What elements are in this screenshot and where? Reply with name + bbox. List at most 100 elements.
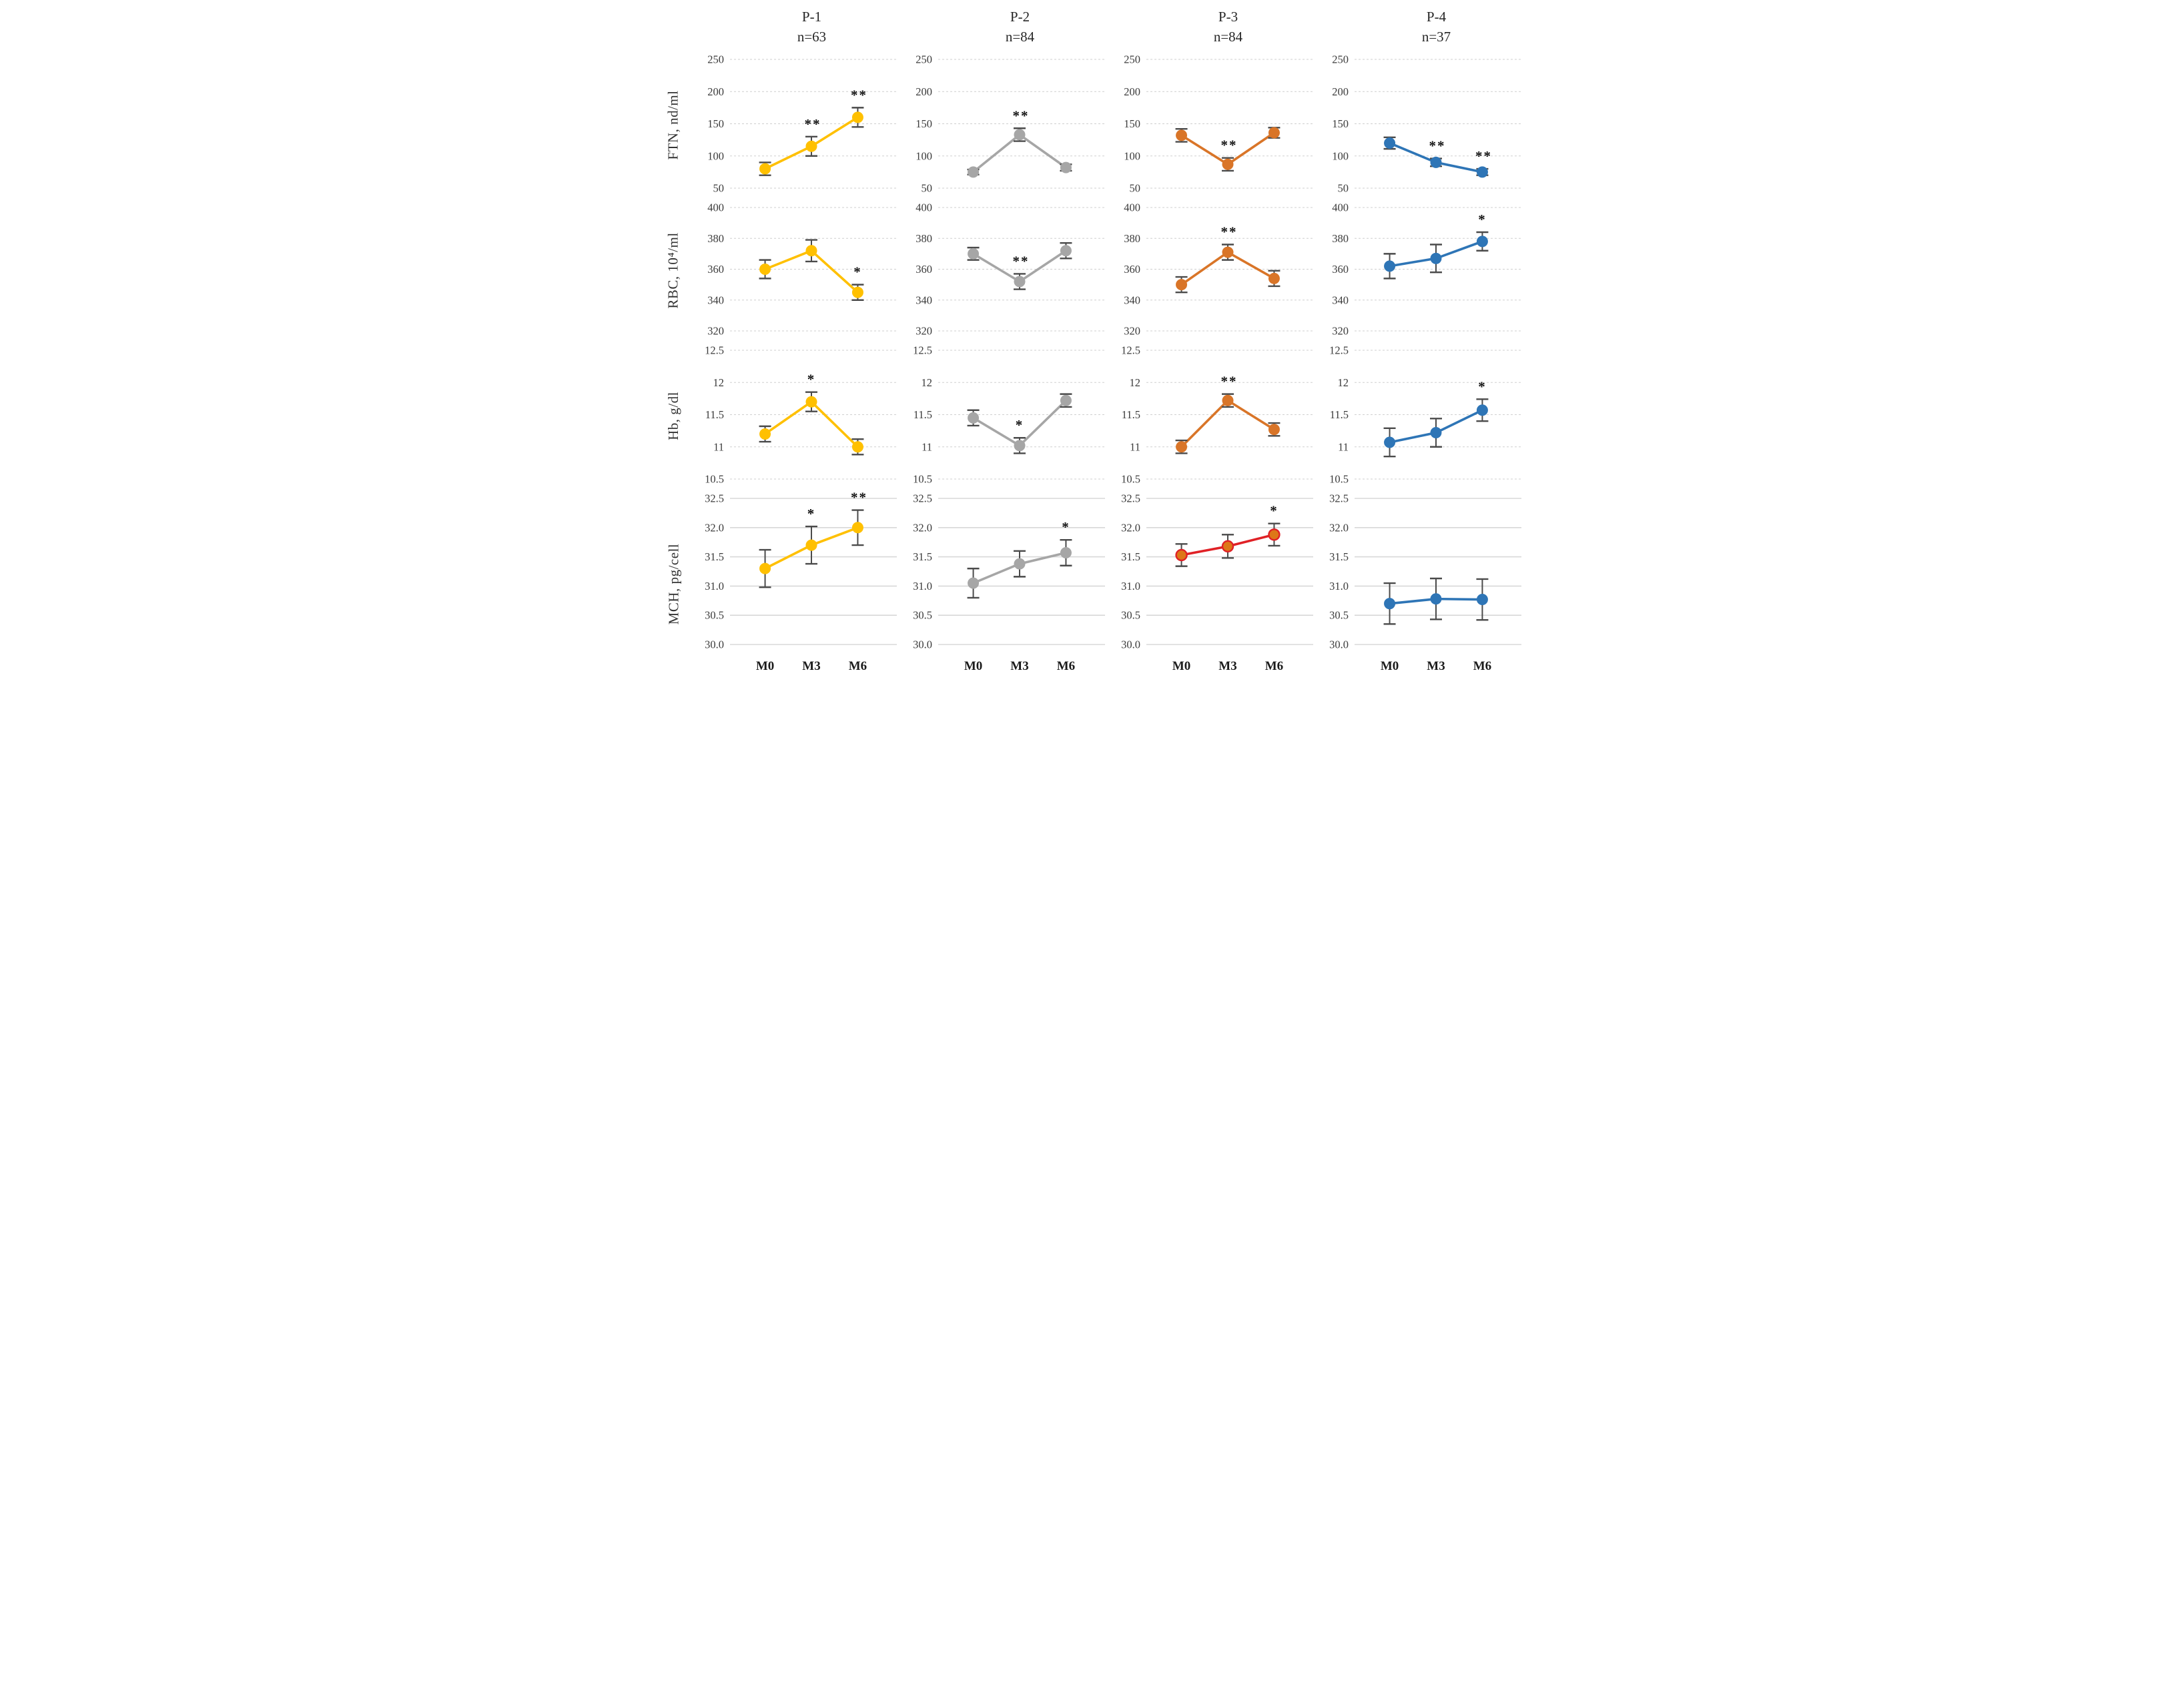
y-tick-label: 10.5 xyxy=(705,473,724,486)
chart-svg: 32.5 32.0 31.5 31.0 30.5 30.0 * M0 M3 M6 xyxy=(913,492,1105,673)
data-point xyxy=(1268,127,1280,139)
data-point xyxy=(1476,166,1488,178)
y-tick-label: 250 xyxy=(1332,53,1349,66)
chart-p1-ftn: 250 200 150 100 50 ** ** xyxy=(693,51,901,199)
y-tick-label: 11 xyxy=(1130,440,1140,453)
y-tick-label: 30.0 xyxy=(1329,639,1349,651)
y-tick-label: 11 xyxy=(1338,440,1349,453)
panel-subtitle: n=37 xyxy=(1421,29,1451,45)
y-tick-label: 340 xyxy=(1124,294,1140,306)
significance-marker: ** xyxy=(1012,107,1029,123)
chart-p3-mch: 32.5 32.0 31.5 31.0 30.5 30.0 * M0 M3 M6 xyxy=(1109,490,1317,678)
y-tick-label: 31.5 xyxy=(1121,550,1140,563)
y-tick-label: 200 xyxy=(916,85,932,98)
data-point xyxy=(805,396,817,408)
row-label-ftn: FTN, nd/ml xyxy=(655,51,693,199)
chart-svg: 400 380 360 340 320 * xyxy=(707,201,897,338)
y-tick-label: 340 xyxy=(707,294,724,306)
y-tick-label: 32.0 xyxy=(1329,521,1349,534)
data-point xyxy=(1060,245,1072,257)
significance-marker: * xyxy=(1478,211,1487,228)
panel-subtitle: n=84 xyxy=(1005,29,1035,45)
y-tick-label: 50 xyxy=(1337,182,1349,195)
y-tick-label: 340 xyxy=(1332,294,1349,306)
y-tick-label: 11.5 xyxy=(1329,408,1348,421)
y-axis-title: FTN, nd/ml xyxy=(665,89,681,160)
y-tick-label: 11 xyxy=(922,440,932,453)
data-point xyxy=(1221,540,1234,553)
y-tick-label: 30.5 xyxy=(1121,609,1140,622)
chart-svg: 32.5 32.0 31.5 31.0 30.5 30.0 * M0 M3 M6 xyxy=(1121,492,1313,673)
y-tick-label: 400 xyxy=(916,201,932,214)
y-tick-label: 32.0 xyxy=(1121,521,1140,534)
chart-svg: 12.5 12 11.5 11 10.5 * xyxy=(913,344,1105,486)
y-axis-title: RBC, 10⁴/ml xyxy=(665,232,682,309)
data-point xyxy=(805,539,817,551)
y-tick-label: 12 xyxy=(713,376,724,389)
data-point xyxy=(1060,546,1072,558)
chart-svg: 250 200 150 100 50 ** xyxy=(1124,53,1313,195)
panel-subtitle: n=63 xyxy=(797,29,827,45)
y-tick-label: 360 xyxy=(1124,263,1140,276)
y-tick-label: 12.5 xyxy=(1121,344,1140,357)
chart-svg: 12.5 12 11.5 11 10.5 * xyxy=(705,344,897,486)
chart-p4-mch: 32.5 32.0 31.5 31.0 30.5 30.0 M0 M3 M6 xyxy=(1317,490,1525,678)
y-tick-label: 30.0 xyxy=(705,639,724,651)
row-label-rbc: RBC, 10⁴/ml xyxy=(655,199,693,342)
y-tick-label: 250 xyxy=(1124,53,1140,66)
data-point xyxy=(1430,593,1441,605)
data-point xyxy=(851,286,863,298)
data-point xyxy=(1268,272,1280,284)
x-tick-label: M6 xyxy=(1056,659,1074,673)
y-tick-label: 30.5 xyxy=(705,609,724,622)
data-point xyxy=(1014,276,1025,288)
x-tick-label: M3 xyxy=(1010,659,1028,673)
chart-p2-mch: 32.5 32.0 31.5 31.0 30.5 30.0 * M0 M3 M6 xyxy=(901,490,1109,678)
y-tick-label: 150 xyxy=(707,117,724,130)
y-tick-label: 360 xyxy=(916,263,932,276)
y-tick-label: 32.5 xyxy=(1121,492,1140,505)
y-tick-label: 320 xyxy=(916,325,932,338)
panel-subtitle: n=84 xyxy=(1213,29,1243,45)
y-tick-label: 12 xyxy=(1129,376,1140,389)
y-tick-label: 360 xyxy=(707,263,724,276)
chart-grid: P-1 n=63 P-2 n=84 P-3 n=84 P-4 n=37 FTN,… xyxy=(655,4,1529,678)
y-tick-label: 12.5 xyxy=(1329,344,1349,357)
y-tick-label: 31.5 xyxy=(1329,550,1349,563)
x-tick-label: M6 xyxy=(1264,659,1283,673)
y-axis-title: MCH, pg/cell xyxy=(665,543,681,624)
y-tick-label: 100 xyxy=(916,149,932,162)
y-tick-label: 31.0 xyxy=(705,580,724,592)
significance-marker: ** xyxy=(850,87,867,103)
y-tick-label: 340 xyxy=(916,294,932,306)
y-tick-label: 320 xyxy=(1332,325,1349,338)
significance-marker: ** xyxy=(1220,224,1237,240)
panel-title: P-2 xyxy=(1010,9,1030,25)
y-tick-label: 32.0 xyxy=(705,521,724,534)
data-point xyxy=(967,577,979,589)
data-point xyxy=(1222,158,1233,170)
y-axis-title: Hb, g/dl xyxy=(665,391,681,440)
y-tick-label: 250 xyxy=(916,53,932,66)
data-point xyxy=(759,264,771,275)
chart-p4-hb: 12.5 12 11.5 11 10.5 * xyxy=(1317,342,1525,490)
chart-p1-mch: 32.5 32.0 31.5 31.0 30.5 30.0 * ** M0 M3 M6 xyxy=(693,490,901,678)
y-tick-label: 150 xyxy=(1332,117,1349,130)
chart-svg: 12.5 12 11.5 11 10.5 * xyxy=(1329,344,1521,486)
y-tick-label: 30.0 xyxy=(1121,639,1140,651)
significance-marker: * xyxy=(1478,378,1487,394)
x-tick-label: M0 xyxy=(1380,659,1398,673)
chart-svg: 250 200 150 100 50 ** ** xyxy=(707,53,897,195)
data-point xyxy=(1476,404,1488,416)
x-tick-label: M3 xyxy=(802,659,820,673)
y-tick-label: 380 xyxy=(916,232,932,245)
data-point xyxy=(1175,129,1187,141)
data-point xyxy=(1383,137,1395,149)
y-tick-label: 31.5 xyxy=(913,550,932,563)
chart-svg: 400 380 360 340 320 ** xyxy=(916,201,1105,338)
y-tick-label: 11.5 xyxy=(705,408,723,421)
y-tick-label: 100 xyxy=(1332,149,1349,162)
y-tick-label: 380 xyxy=(1332,232,1349,245)
y-tick-label: 11.5 xyxy=(1121,408,1140,421)
y-tick-label: 150 xyxy=(1124,117,1140,130)
